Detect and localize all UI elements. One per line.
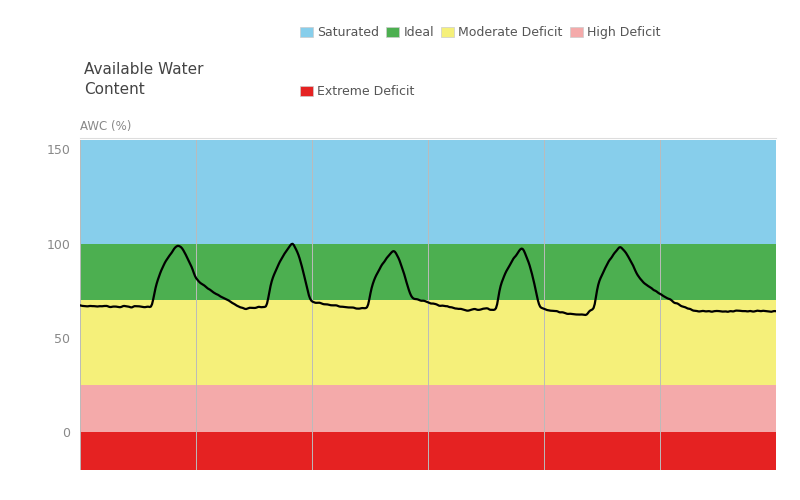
Text: AWC (%): AWC (%)	[80, 120, 131, 134]
Bar	[80, 385, 776, 432]
Bar	[80, 140, 776, 244]
Text: Available Water
Content: Available Water Content	[84, 62, 203, 98]
Bar	[80, 432, 776, 470]
Bar	[80, 300, 776, 385]
Bar	[80, 244, 776, 300]
Legend: Extreme Deficit: Extreme Deficit	[295, 80, 419, 104]
